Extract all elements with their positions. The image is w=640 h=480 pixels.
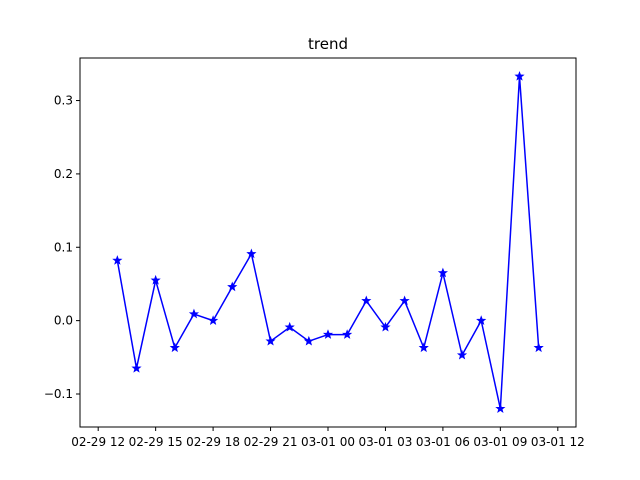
- data-point-18: [456, 349, 468, 360]
- axes-frame: [79, 57, 577, 428]
- data-point-10: [303, 335, 314, 346]
- data-point-9: [284, 321, 295, 332]
- data-point-5: [208, 315, 219, 325]
- series-line-0: [116, 75, 540, 410]
- x-tick-label-8: 03-01 12: [531, 435, 585, 449]
- data-point-6: [227, 281, 238, 292]
- x-tick-label-7: 03-01 09: [473, 435, 527, 449]
- y-tick-label-1: 0.0: [54, 314, 73, 328]
- data-point-13: [361, 295, 372, 306]
- chart-title: trend: [308, 35, 348, 53]
- y-axis: −0.1 0.0 0.1 0.2 0.3: [44, 94, 80, 401]
- data-point-17: [437, 267, 448, 278]
- data-point-20: [495, 403, 506, 413]
- data-point-12: [342, 329, 353, 339]
- data-point-11: [322, 329, 334, 339]
- y-tick-label-4: 0.3: [54, 94, 73, 108]
- data-point-2: [150, 274, 161, 285]
- x-tick-label-3: 02-29 21: [244, 435, 298, 449]
- data-point-8: [265, 335, 276, 346]
- plot-area: [112, 70, 544, 413]
- data-point-3: [169, 342, 180, 353]
- data-point-15: [399, 295, 410, 306]
- y-tick-label-3: 0.2: [54, 167, 73, 181]
- x-tick-label-4: 03-01 00: [301, 435, 355, 449]
- data-point-16: [418, 342, 429, 353]
- data-point-22: [533, 342, 544, 353]
- data-point-0: [112, 255, 123, 265]
- y-tick-label-0: −0.1: [44, 387, 73, 401]
- x-axis: 02-29 12 02-29 15 02-29 18 02-29 21 03-01 00…: [71, 427, 585, 449]
- data-point-4: [188, 308, 200, 319]
- data-point-21: [514, 70, 525, 81]
- x-tick-label-5: 03-01 03: [358, 435, 412, 449]
- data-point-14: [380, 321, 391, 332]
- x-tick-label-2: 02-29 18: [186, 435, 240, 449]
- x-tick-label-6: 03-01 06: [416, 435, 470, 449]
- y-tick-label-2: 0.1: [54, 240, 73, 254]
- x-tick-label-0: 02-29 12: [71, 435, 125, 449]
- data-point-1: [131, 362, 142, 373]
- data-point-19: [476, 315, 487, 325]
- data-point-7: [246, 248, 257, 259]
- x-tick-label-1: 02-29 15: [129, 435, 183, 449]
